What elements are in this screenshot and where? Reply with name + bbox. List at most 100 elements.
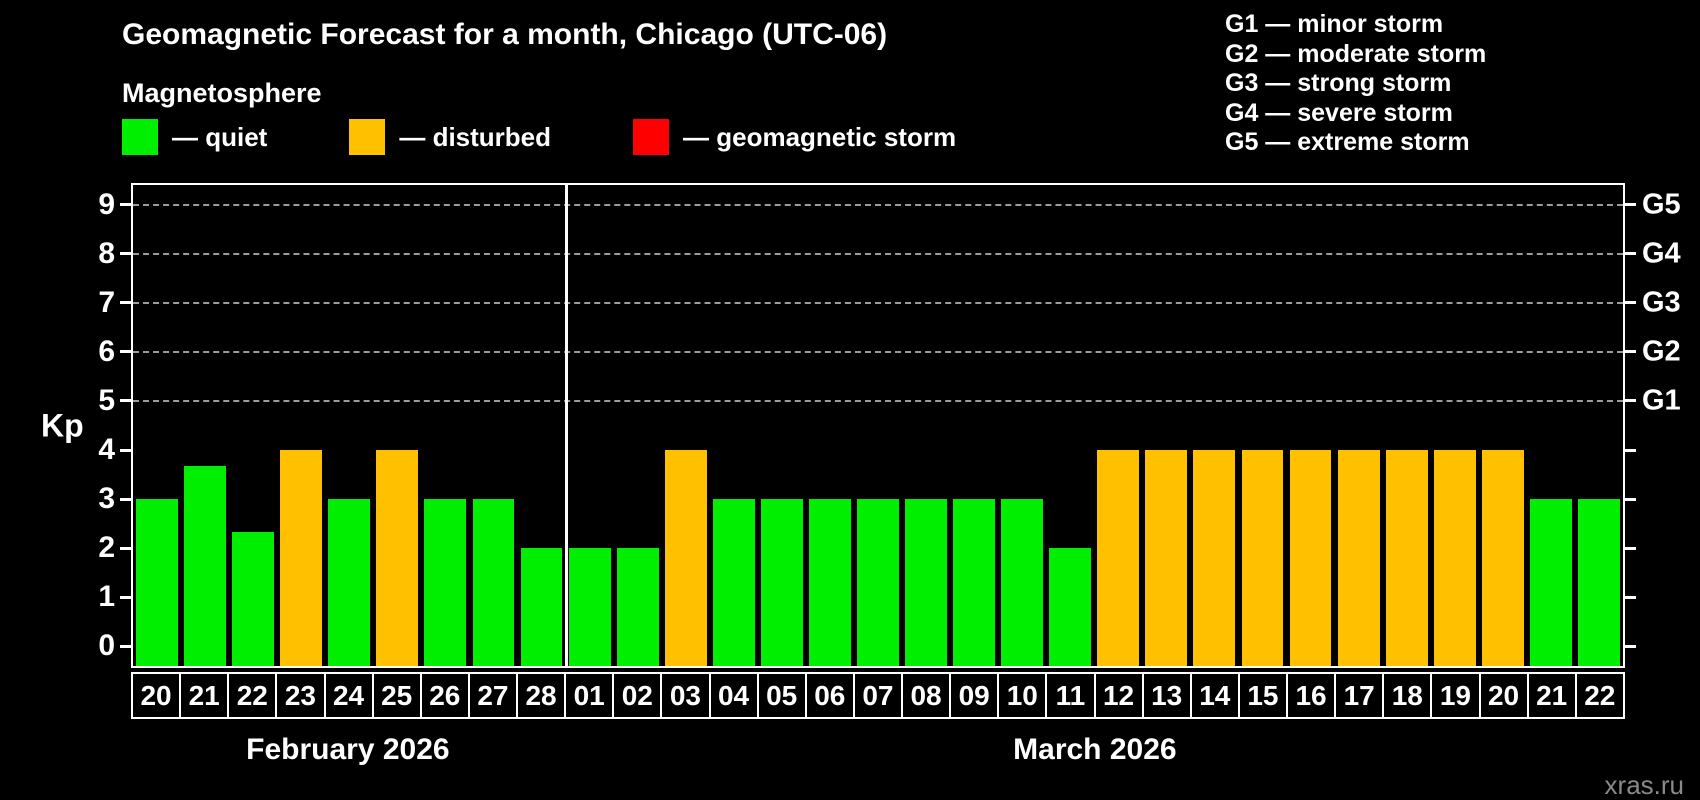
bar-slot-20 — [1479, 185, 1527, 666]
kp-bar — [280, 450, 323, 666]
kp-bar — [1529, 499, 1572, 666]
date-cell: 22 — [1574, 672, 1625, 719]
kp-bar — [1193, 450, 1236, 666]
kp-bar — [1001, 499, 1044, 666]
bar-slot-11 — [1046, 185, 1094, 666]
y-tick-left-9 — [120, 203, 131, 207]
kp-bar — [1577, 499, 1620, 666]
bar-slot-16 — [1287, 185, 1335, 666]
grid-line-kp9 — [133, 203, 1623, 206]
bar-slot-07 — [854, 185, 902, 666]
bar-slot-21 — [181, 185, 229, 666]
y-tick-left-1 — [120, 595, 131, 599]
y-tick-right-2 — [1625, 546, 1636, 550]
date-cell: 20 — [1478, 672, 1529, 719]
kp-bar — [1097, 450, 1140, 666]
kp-bar — [1385, 450, 1428, 666]
date-cell: 05 — [756, 672, 807, 719]
date-cell: 17 — [1334, 672, 1385, 719]
date-cell: 21 — [1526, 672, 1577, 719]
bar-slot-04 — [710, 185, 758, 666]
date-cell: 09 — [949, 672, 1000, 719]
date-cell: 04 — [708, 672, 759, 719]
grid-line-kp5 — [133, 399, 1623, 402]
kp-bar — [568, 548, 611, 666]
y-tick-left-5 — [120, 399, 131, 403]
date-cell: 22 — [227, 672, 278, 719]
kp-bar — [760, 499, 803, 666]
legend-item-quiet: — quiet — [122, 119, 267, 155]
kp-bar — [328, 499, 371, 666]
g-axis-label-g4: G4 — [1642, 237, 1681, 270]
date-cell: 10 — [997, 672, 1048, 719]
y-tick-left-2 — [120, 546, 131, 550]
date-cell: 18 — [1382, 672, 1433, 719]
bar-slot-10 — [998, 185, 1046, 666]
date-cell: 06 — [804, 672, 855, 719]
bar-slot-26 — [421, 185, 469, 666]
date-cell: 28 — [516, 672, 567, 719]
kp-bar — [712, 499, 755, 666]
month-label-row: February 2026 March 2026 — [131, 733, 1625, 767]
bar-slot-21 — [1527, 185, 1575, 666]
quiet-color-swatch — [122, 119, 158, 155]
bar-slot-05 — [758, 185, 806, 666]
legend-label-disturbed: — disturbed — [399, 121, 552, 152]
date-cell: 15 — [1237, 672, 1288, 719]
date-cell: 26 — [419, 672, 470, 719]
magnetosphere-legend: — quiet — disturbed — geomagnetic storm — [122, 116, 956, 158]
date-cell: 12 — [1093, 672, 1144, 719]
bar-slot-19 — [1431, 185, 1479, 666]
y-axis-label-4: 4 — [98, 433, 115, 467]
page-title: Geomagnetic Forecast for a month, Chicag… — [122, 18, 888, 51]
magnetosphere-subtitle: Magnetosphere — [122, 78, 322, 108]
date-cell: 27 — [467, 672, 518, 719]
g-axis-label-g1: G1 — [1642, 384, 1681, 417]
bar-slot-12 — [1094, 185, 1142, 666]
month-label: February 2026 — [246, 733, 450, 766]
kp-bar — [616, 548, 659, 666]
bars-layer — [133, 185, 1623, 666]
y-axis-label-0: 0 — [98, 629, 115, 663]
y-axis-label-8: 8 — [98, 236, 115, 270]
date-cell: 16 — [1286, 672, 1337, 719]
y-axis-label-1: 1 — [98, 580, 115, 614]
g-axis-label-g3: G3 — [1642, 286, 1681, 319]
bar-slot-01 — [566, 185, 614, 666]
legend-label-storm: — geomagnetic storm — [683, 121, 957, 152]
g-legend-line-g1: G1 — minor storm — [1225, 10, 1444, 38]
kp-bar — [1337, 450, 1380, 666]
kp-bar — [232, 532, 275, 666]
y-axis-label-6: 6 — [98, 334, 115, 368]
bar-slot-15 — [1238, 185, 1286, 666]
kp-bar — [424, 499, 467, 666]
kp-bar — [857, 499, 899, 666]
kp-bar — [1145, 450, 1188, 666]
date-cell: 24 — [323, 672, 374, 719]
kp-bar — [136, 499, 178, 666]
xras-watermark: xras.ru — [1604, 770, 1684, 800]
y-tick-right-3 — [1625, 497, 1636, 501]
y-axis-label-2: 2 — [98, 531, 115, 565]
y-tick-right-6 — [1625, 350, 1636, 354]
g-legend-line-g5: G5 — extreme storm — [1225, 128, 1470, 157]
bar-slot-22 — [1575, 185, 1623, 666]
month-separator-line — [564, 185, 568, 666]
date-cell: 25 — [371, 672, 422, 719]
g-axis-label-g5: G5 — [1642, 188, 1681, 221]
grid-line-kp7 — [133, 301, 1623, 304]
kp-bar — [1289, 450, 1332, 666]
y-axis-label-9: 9 — [98, 187, 115, 221]
y-tick-right-0 — [1625, 644, 1636, 648]
bar-slot-02 — [614, 185, 662, 666]
grid-line-kp8 — [133, 252, 1623, 255]
kp-bar — [953, 499, 996, 666]
bar-slot-20 — [133, 185, 181, 666]
legend-label-quiet: — quiet — [172, 121, 268, 152]
date-cell: 03 — [660, 672, 711, 719]
y-tick-left-4 — [120, 448, 131, 452]
y-tick-right-4 — [1625, 448, 1636, 452]
g-axis-label-g2: G2 — [1642, 335, 1681, 368]
bar-slot-27 — [469, 185, 517, 666]
bar-slot-17 — [1335, 185, 1383, 666]
